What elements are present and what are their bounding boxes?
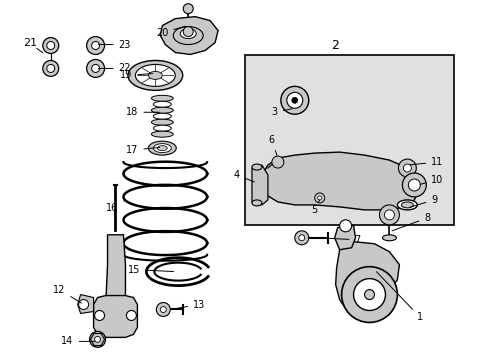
Ellipse shape bbox=[153, 113, 171, 119]
Circle shape bbox=[47, 64, 55, 72]
Text: 18: 18 bbox=[126, 107, 159, 117]
Polygon shape bbox=[160, 17, 218, 54]
Text: 15: 15 bbox=[128, 265, 173, 275]
Text: 23: 23 bbox=[98, 40, 131, 50]
Circle shape bbox=[86, 37, 104, 54]
Circle shape bbox=[402, 173, 426, 197]
Polygon shape bbox=[78, 294, 93, 314]
Text: 3: 3 bbox=[271, 107, 291, 117]
Ellipse shape bbox=[173, 27, 203, 45]
Circle shape bbox=[403, 164, 410, 172]
Text: 1: 1 bbox=[376, 272, 423, 323]
Ellipse shape bbox=[148, 141, 176, 155]
Circle shape bbox=[291, 97, 297, 103]
Circle shape bbox=[317, 196, 321, 200]
Circle shape bbox=[91, 64, 100, 72]
Text: 13: 13 bbox=[173, 300, 205, 310]
Ellipse shape bbox=[153, 144, 171, 153]
Circle shape bbox=[339, 220, 351, 232]
Circle shape bbox=[353, 279, 385, 310]
Ellipse shape bbox=[148, 71, 162, 80]
Circle shape bbox=[94, 336, 101, 342]
Ellipse shape bbox=[180, 28, 196, 39]
Circle shape bbox=[86, 59, 104, 77]
Circle shape bbox=[89, 332, 105, 347]
Circle shape bbox=[298, 235, 304, 241]
Circle shape bbox=[42, 37, 59, 54]
Text: 14: 14 bbox=[61, 336, 95, 346]
Circle shape bbox=[341, 267, 397, 323]
Circle shape bbox=[314, 193, 324, 203]
Circle shape bbox=[183, 4, 193, 14]
Text: 16: 16 bbox=[106, 200, 125, 213]
Circle shape bbox=[384, 210, 394, 220]
Text: 22: 22 bbox=[98, 63, 131, 73]
Circle shape bbox=[79, 300, 88, 310]
Text: 21: 21 bbox=[23, 37, 37, 48]
Text: 5: 5 bbox=[311, 200, 319, 215]
Polygon shape bbox=[334, 224, 355, 250]
Text: 7: 7 bbox=[318, 235, 360, 245]
Circle shape bbox=[91, 41, 100, 50]
Text: 6: 6 bbox=[268, 135, 276, 156]
Polygon shape bbox=[335, 242, 399, 318]
Ellipse shape bbox=[151, 131, 173, 137]
Circle shape bbox=[294, 231, 308, 245]
Circle shape bbox=[398, 159, 415, 177]
Polygon shape bbox=[105, 235, 125, 310]
Circle shape bbox=[47, 41, 55, 50]
Polygon shape bbox=[251, 165, 267, 205]
Ellipse shape bbox=[382, 235, 396, 241]
Text: 20: 20 bbox=[156, 26, 185, 37]
Circle shape bbox=[42, 60, 59, 76]
Ellipse shape bbox=[128, 60, 183, 90]
Circle shape bbox=[126, 310, 136, 320]
Ellipse shape bbox=[157, 146, 167, 150]
Circle shape bbox=[160, 306, 166, 312]
Text: 10: 10 bbox=[419, 175, 443, 185]
Ellipse shape bbox=[251, 200, 262, 206]
Circle shape bbox=[364, 289, 374, 300]
Ellipse shape bbox=[151, 107, 173, 113]
Ellipse shape bbox=[401, 202, 412, 208]
Polygon shape bbox=[262, 152, 419, 210]
Text: 19: 19 bbox=[120, 71, 152, 80]
Text: 4: 4 bbox=[233, 170, 254, 182]
Ellipse shape bbox=[151, 119, 173, 125]
Ellipse shape bbox=[397, 200, 416, 210]
Circle shape bbox=[286, 92, 302, 108]
Text: 9: 9 bbox=[409, 195, 436, 207]
Text: 12: 12 bbox=[53, 284, 81, 303]
Ellipse shape bbox=[153, 125, 171, 131]
Text: 11: 11 bbox=[409, 157, 443, 167]
Circle shape bbox=[94, 310, 104, 320]
Polygon shape bbox=[93, 296, 137, 337]
Circle shape bbox=[407, 179, 420, 191]
Circle shape bbox=[271, 156, 283, 168]
Circle shape bbox=[156, 302, 170, 316]
Circle shape bbox=[183, 27, 193, 37]
Text: 2: 2 bbox=[330, 39, 338, 52]
Circle shape bbox=[280, 86, 308, 114]
Ellipse shape bbox=[251, 164, 262, 170]
Ellipse shape bbox=[151, 95, 173, 101]
Ellipse shape bbox=[135, 64, 175, 86]
Text: 8: 8 bbox=[391, 213, 429, 231]
Text: 17: 17 bbox=[126, 145, 159, 155]
Circle shape bbox=[379, 205, 399, 225]
FancyBboxPatch shape bbox=[244, 55, 453, 225]
Ellipse shape bbox=[153, 101, 171, 107]
